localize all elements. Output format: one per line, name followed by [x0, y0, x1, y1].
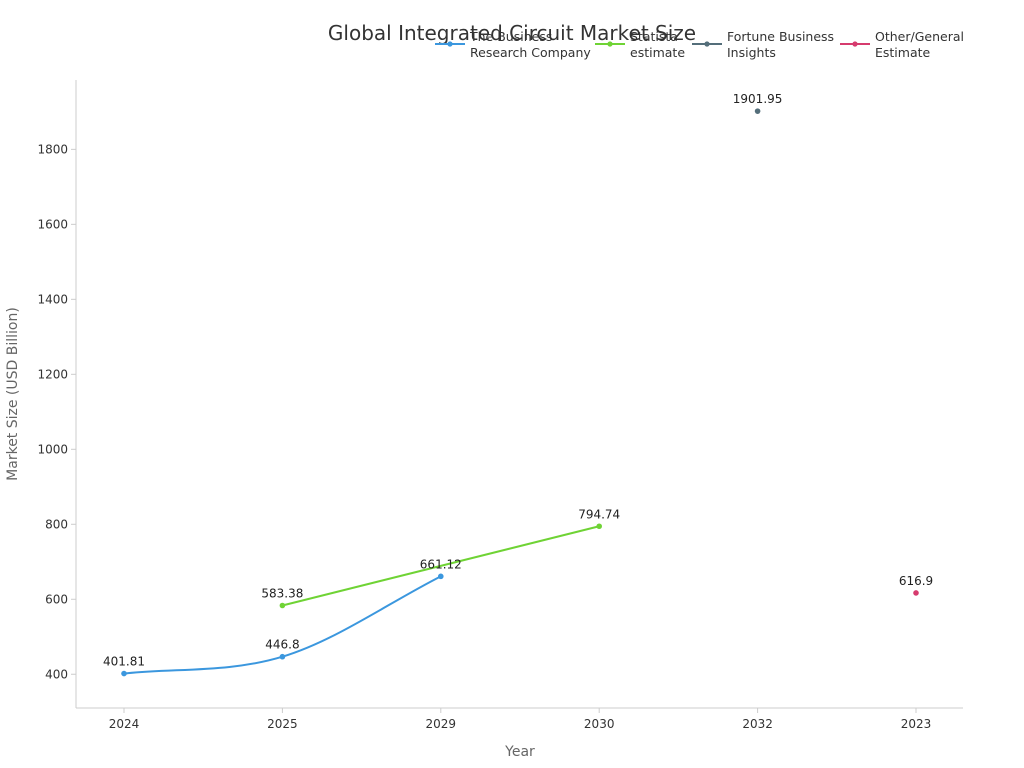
y-tick-label: 400 [45, 667, 68, 681]
data-labels: 401.81 446.8 661.12 583.38 794.74 1901.95 616.… [103, 92, 933, 668]
data-point-fortune-business-insights[interactable] [754, 108, 761, 114]
data-point-statista-estimate[interactable] [279, 602, 286, 609]
legend-label: Fortune Business Insights [727, 29, 834, 60]
data-label-fortune-business-insights: 1901.95 [733, 92, 783, 106]
legend-label-line: Fortune Business [727, 29, 834, 44]
data-point-other-general-estimate[interactable] [913, 590, 919, 596]
data-label-the-business-research-company: 446.8 [265, 638, 299, 652]
data-label-statista-estimate: 794.74 [578, 507, 620, 521]
y-tick-label: 1000 [37, 442, 68, 456]
series-line-statista-estimate [282, 525, 600, 607]
chart-title: Global Integrated Circuit Market Size [328, 21, 696, 45]
x-axis-title: Year [504, 744, 535, 760]
x-tick-label: 2024 [109, 717, 140, 731]
y-tick-label: 800 [45, 517, 68, 531]
data-point-statista-estimate[interactable] [596, 523, 602, 530]
data-point-the-business-research-company[interactable] [279, 653, 286, 660]
y-tick-label: 1800 [37, 142, 68, 156]
legend-label-line: Statista [630, 29, 678, 44]
axes [75, 80, 963, 709]
x-tick-label: 2023 [901, 717, 932, 731]
legend-label-line: Insights [727, 45, 776, 60]
x-tick-label: 2030 [584, 717, 615, 731]
data-label-the-business-research-company: 661.12 [420, 557, 462, 571]
y-tick-label: 600 [45, 592, 68, 606]
legend-label-line: The Business [469, 29, 552, 44]
data-label-other-general-estimate: 616.9 [899, 574, 933, 588]
legend-item-the-business-research-company[interactable]: The Business Research Company [435, 29, 591, 60]
y-ticks: 400 600 800 1000 1200 1400 1600 1800 [37, 142, 76, 681]
y-tick-label: 1200 [37, 367, 68, 381]
legend-label-line: Research Company [470, 45, 591, 60]
data-point-the-business-research-company[interactable] [121, 670, 127, 677]
legend-item-statista-estimate[interactable]: Statista estimate [595, 29, 685, 60]
series-lines [123, 525, 600, 675]
legend-label: The Business Research Company [469, 29, 591, 60]
legend-swatch-marker [607, 41, 613, 47]
data-point-the-business-research-company[interactable] [438, 573, 444, 580]
legend-swatch-marker [704, 41, 710, 47]
y-tick-label: 1400 [37, 292, 68, 306]
x-tick-label: 2032 [742, 717, 773, 731]
legend-label-line: estimate [630, 45, 685, 60]
y-tick-label: 1600 [37, 217, 68, 231]
legend-swatch-marker [852, 41, 858, 47]
legend-label: Statista estimate [630, 29, 685, 60]
legend-swatch-marker [447, 41, 453, 47]
series-points [121, 108, 919, 677]
legend-label: Other/General Estimate [875, 29, 964, 60]
y-axis-title: Market Size (USD Billion) [5, 307, 21, 481]
legend[interactable]: The Business Research Company Statista esti… [435, 29, 964, 60]
data-label-statista-estimate: 583.38 [261, 587, 303, 601]
data-label-the-business-research-company: 401.81 [103, 655, 145, 669]
legend-label-line: Estimate [875, 45, 931, 60]
legend-label-line: Other/General [875, 29, 964, 44]
x-tick-label: 2025 [267, 717, 298, 731]
x-tick-label: 2029 [426, 717, 457, 731]
legend-item-fortune-business-insights[interactable]: Fortune Business Insights [692, 29, 834, 60]
x-ticks: 2024 2025 2029 2030 2032 2023 [109, 708, 932, 731]
legend-item-other-general-estimate[interactable]: Other/General Estimate [840, 29, 964, 60]
